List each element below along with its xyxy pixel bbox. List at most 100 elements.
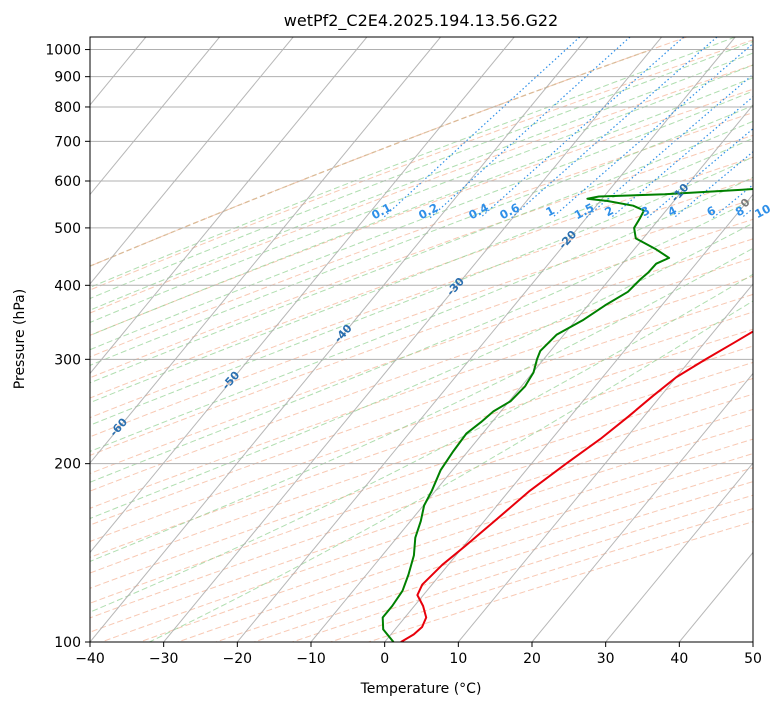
isotherm: [310, 104, 753, 642]
moist-adiabat: [90, 37, 736, 288]
moist-adiabat: [90, 156, 753, 426]
isotherm: [90, 37, 515, 554]
mixing-ratio-line: [610, 95, 753, 219]
dry-adiabat: [328, 508, 753, 642]
isotherm: [0, 37, 72, 642]
dry-adiabat: [90, 39, 753, 291]
dry-adiabat: [90, 112, 753, 358]
isotherm-label: -40: [332, 322, 355, 346]
x-tick-label: 40: [670, 651, 688, 667]
isotherm: [457, 283, 753, 642]
moist-adiabat: [90, 52, 753, 311]
dry-adiabat: [90, 328, 753, 558]
dry-adiabat: [90, 257, 753, 492]
dry-adiabat: [90, 311, 753, 542]
isotherm: [236, 37, 736, 642]
x-tick-label: 50: [744, 651, 762, 667]
background-lines: [0, 37, 775, 642]
dry-adiabat: [90, 293, 753, 526]
dry-adiabat: [90, 238, 753, 475]
isotherm: [163, 37, 662, 642]
y-tick-label: 600: [54, 174, 81, 190]
isotherm-label: -50: [219, 368, 242, 392]
mixing-ratio-line: [382, 37, 581, 219]
y-axis-label: Pressure (hPa): [12, 289, 28, 389]
dry-adiabat: [90, 198, 753, 438]
mixing-ratio-label: 1.5: [572, 200, 597, 222]
dry-adiabat: [90, 37, 689, 267]
dry-adiabat: [176, 453, 753, 642]
pressure-gridlines: [90, 49, 753, 642]
y-tick-label: 100: [54, 635, 81, 651]
y-tick-label: 300: [54, 352, 81, 368]
moist-adiabat: [90, 198, 753, 483]
x-tick-label: 10: [449, 651, 467, 667]
mixing-ratio-label: 0.2: [416, 200, 441, 222]
isotherm: [678, 551, 753, 642]
dry-adiabat: [214, 467, 753, 642]
isotherm: [752, 641, 753, 642]
mixing-ratio-label: 10: [752, 201, 773, 221]
x-tick-label: −40: [75, 651, 105, 667]
isotherm: [90, 37, 294, 285]
isotherm: [90, 37, 220, 196]
dry-adiabat: [252, 481, 753, 642]
mixing-ratio-label: 0.6: [497, 200, 522, 222]
x-tick-label: −20: [223, 651, 253, 667]
dry-adiabat: [90, 377, 753, 604]
isotherm-label: -20: [556, 228, 579, 252]
dry-adiabat: [90, 218, 753, 456]
x-tick-label: −10: [296, 651, 326, 667]
reference-curve: [90, 48, 652, 267]
mixing-ratio-line: [511, 37, 718, 219]
y-tick-label: 800: [54, 100, 81, 116]
isotherm: [605, 462, 753, 642]
y-axis-ticks: 100 200 300 400 500 600 700 800 900 1000: [45, 43, 90, 651]
mixing-ratio-line: [765, 37, 775, 218]
mixing-ratio-line: [741, 207, 753, 219]
dry-adiabat: [90, 178, 753, 419]
mixing-ratio-line: [429, 37, 631, 219]
x-tick-label: 30: [597, 651, 615, 667]
dry-adiabat: [90, 64, 753, 314]
dry-adiabat: [90, 88, 753, 336]
plot-frame: [89, 36, 754, 643]
moist-adiabat: [90, 105, 753, 366]
mixing-ratio-label: 4: [665, 203, 679, 219]
y-tick-label: 500: [54, 221, 81, 237]
y-tick-label: 700: [54, 134, 81, 150]
moist-adiabat: [90, 176, 753, 453]
mixing-ratio-label: 6: [704, 203, 718, 219]
y-tick-label: 900: [54, 70, 81, 86]
isotherm: [531, 372, 753, 642]
isotherm-label: -30: [444, 275, 467, 299]
moist-adiabat: [90, 137, 753, 404]
isotherm: [90, 37, 441, 464]
mixing-ratio-label: 2: [602, 203, 616, 219]
sounding-series: [381, 187, 753, 642]
mixing-ratio-label: 1: [543, 203, 557, 219]
x-axis-label: Temperature (°C): [360, 681, 482, 697]
x-tick-label: 0: [380, 651, 389, 667]
chart-title: wetPf2_C2E4.2025.194.13.56.G22: [284, 11, 558, 31]
mixing-ratio-line: [585, 73, 753, 219]
dry-adiabat: [90, 156, 753, 399]
mixing-ratio-line: [480, 37, 685, 219]
x-tick-label: 20: [523, 651, 541, 667]
y-tick-label: 1000: [45, 43, 81, 59]
isotherm: [384, 193, 753, 642]
dry-adiabat: [367, 521, 753, 642]
dry-adiabat: [90, 408, 753, 633]
moist-adiabat: [90, 90, 753, 351]
x-tick-label: −30: [149, 651, 179, 667]
dry-adiabat: [90, 134, 753, 379]
mixing-ratio-label: 0.4: [466, 200, 491, 222]
mixing-ratio-line: [673, 150, 753, 219]
moist-adiabat: [90, 77, 753, 337]
dry-adiabat: [90, 361, 753, 589]
temperature-line: [400, 330, 753, 642]
x-axis-ticks: −40 −30 −20 −10 0 10 20 30 40 50: [75, 642, 762, 667]
dewpoint-line: [381, 187, 753, 642]
dry-adiabat: [90, 393, 753, 619]
